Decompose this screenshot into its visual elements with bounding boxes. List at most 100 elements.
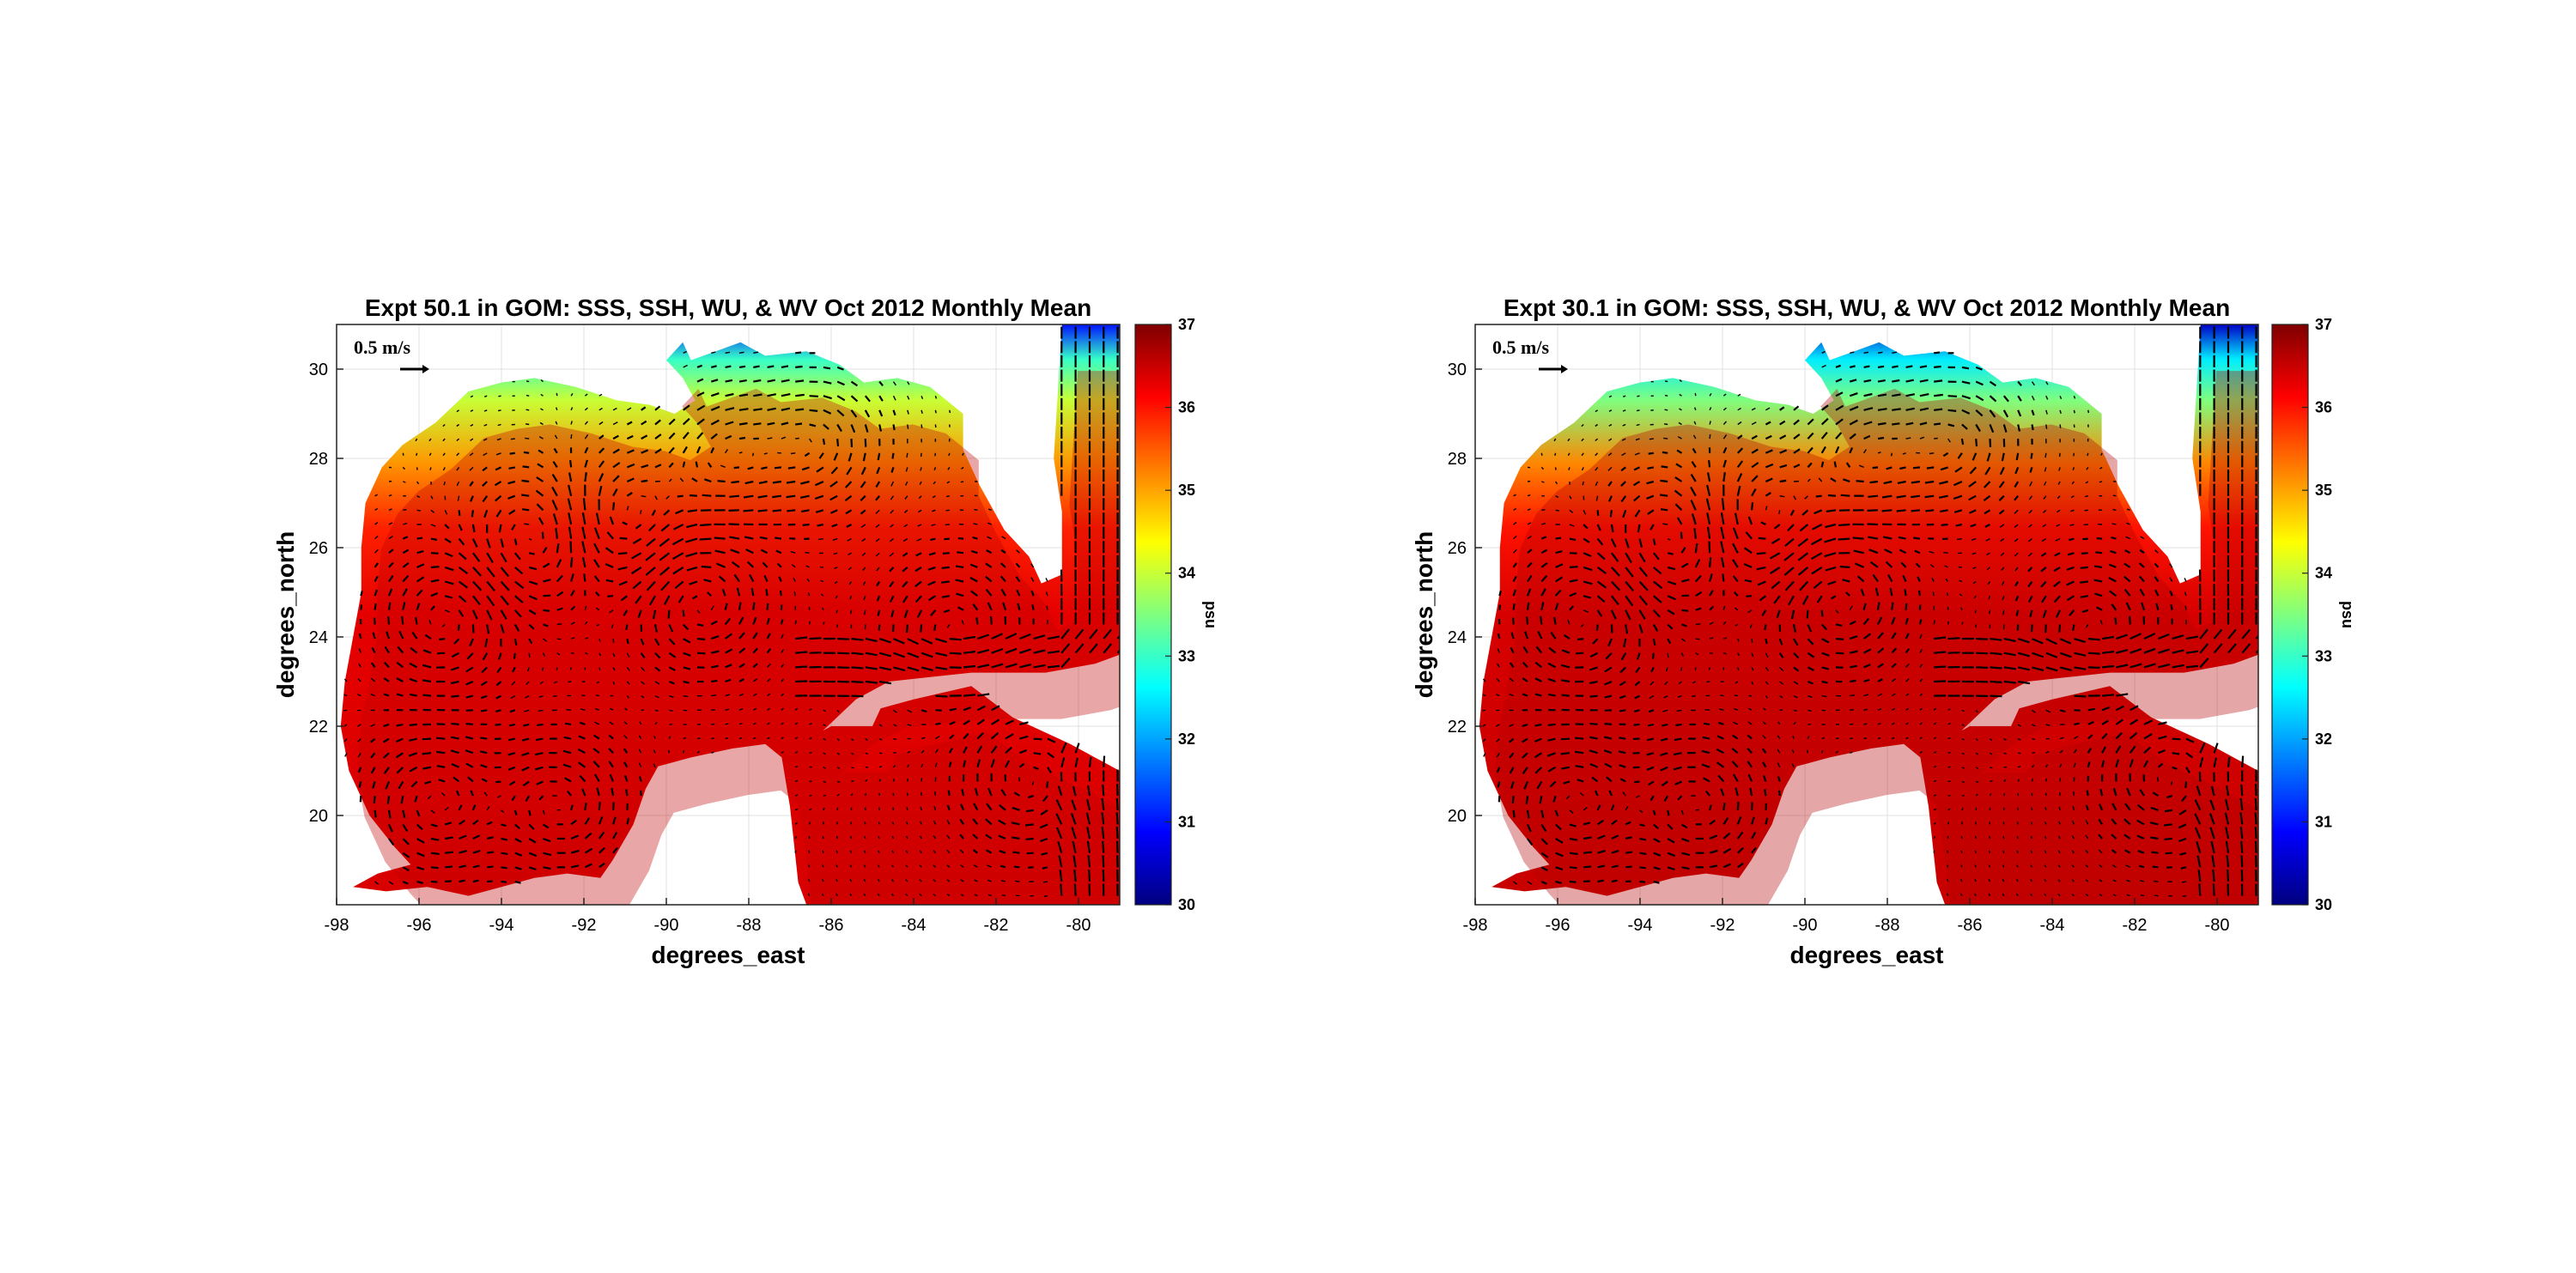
- vector-arrow: [1680, 809, 1684, 815]
- vector-arrow: [683, 638, 691, 644]
- vector-arrow: [1611, 834, 1619, 840]
- vector-arrow: [2140, 894, 2145, 897]
- vector-arrow: [1777, 721, 1781, 725]
- vector-arrow: [1673, 752, 1682, 756]
- vector-arrow: [1751, 802, 1753, 810]
- vector-arrow: [682, 461, 686, 468]
- vector-arrow: [522, 465, 530, 469]
- vector-arrow: [1751, 434, 1758, 440]
- vector-arrow: [781, 365, 789, 368]
- vector-arrow: [767, 437, 773, 439]
- vector-arrow: [1540, 536, 1547, 540]
- vector-arrow: [534, 752, 544, 756]
- vector-arrow: [794, 707, 799, 711]
- vector-arrow: [1072, 785, 1077, 797]
- vector-arrow: [743, 509, 754, 512]
- vector-arrow: [1569, 537, 1577, 541]
- vector-arrow: [878, 652, 891, 658]
- vector-arrow: [1722, 472, 1726, 482]
- vector-arrow: [585, 652, 588, 655]
- vector-arrow: [2087, 666, 2100, 669]
- vector-arrow: [757, 494, 768, 499]
- vector-arrow: [2099, 879, 2103, 882]
- vector-arrow: [396, 767, 404, 774]
- vector-arrow: [1595, 466, 1599, 471]
- vector-arrow: [738, 737, 743, 740]
- vector-arrow: [1929, 452, 1935, 455]
- vector-arrow: [1540, 466, 1544, 470]
- vector-arrow: [1984, 466, 1991, 476]
- vector-arrow: [500, 580, 510, 591]
- vector-arrow: [948, 747, 954, 754]
- vector-arrow: [1988, 878, 1991, 882]
- vector-arrow: [357, 738, 361, 743]
- vector-arrow: [2003, 779, 2007, 782]
- vector-arrow: [1513, 507, 1517, 511]
- vector-arrow: [626, 477, 635, 483]
- vector-arrow: [1919, 664, 1923, 668]
- vector-arrow: [729, 494, 740, 498]
- vector-arrow: [1806, 749, 1809, 754]
- vector-arrow: [837, 652, 850, 655]
- vector-arrow: [2116, 693, 2129, 697]
- vector-arrow: [1622, 509, 1627, 518]
- vector-arrow: [972, 834, 979, 840]
- vector-arrow: [1751, 667, 1754, 671]
- vector-arrow: [439, 638, 446, 641]
- vector-arrow: [1877, 351, 1883, 354]
- vector-arrow: [1652, 623, 1659, 632]
- vector-arrow: [686, 523, 698, 529]
- vector-arrow: [889, 580, 895, 588]
- vector-arrow: [1734, 707, 1739, 711]
- vector-arrow: [2111, 849, 2117, 854]
- vector-arrow: [592, 761, 600, 768]
- vector-arrow: [1695, 623, 1701, 626]
- vector-arrow: [1988, 864, 1991, 868]
- vector-arrow: [1589, 736, 1598, 740]
- vector-arrow: [1012, 851, 1020, 854]
- vector-arrow: [851, 652, 864, 656]
- vector-arrow: [1046, 605, 1048, 610]
- vector-arrow: [1033, 752, 1042, 755]
- vector-arrow: [416, 481, 420, 485]
- vector-arrow: [2196, 840, 2202, 854]
- vector-arrow: [1707, 472, 1711, 482]
- vector-arrow: [570, 804, 574, 811]
- vector-arrow: [1765, 638, 1768, 645]
- vector-arrow: [2114, 617, 2117, 625]
- vector-arrow: [430, 495, 434, 500]
- vector-arrow: [1919, 751, 1923, 754]
- vector-arrow: [677, 494, 683, 498]
- vector-arrow: [1835, 750, 1839, 754]
- vector-arrow: [1653, 852, 1662, 857]
- vector-arrow: [2030, 850, 2033, 854]
- vector-arrow: [744, 536, 754, 540]
- vector-arrow: [933, 864, 936, 868]
- vector-arrow: [1013, 791, 1020, 797]
- vector-arrow: [543, 638, 548, 642]
- vector-arrow: [2071, 820, 2075, 825]
- vector-arrow: [687, 509, 698, 512]
- vector-arrow: [1513, 881, 1518, 885]
- vector-arrow: [1990, 694, 2002, 698]
- vector-arrow: [663, 595, 671, 605]
- vector-arrow: [1005, 746, 1013, 755]
- vector-arrow: [653, 763, 656, 768]
- vector-arrow: [2194, 827, 2202, 840]
- vector-arrow: [428, 619, 432, 625]
- vector-arrow: [753, 737, 756, 740]
- vector-arrow: [1482, 709, 1486, 712]
- vector-arrow: [595, 694, 599, 697]
- vector-arrow: [2044, 807, 2047, 810]
- vector-arrow: [893, 652, 906, 658]
- vector-arrow: [1877, 693, 1882, 697]
- vector-arrow: [696, 391, 705, 397]
- vector-arrow: [2029, 609, 2033, 618]
- vector-arrow: [711, 650, 720, 654]
- vector-arrow: [2002, 409, 2009, 418]
- vector-arrow: [683, 680, 690, 684]
- vector-arrow: [2016, 879, 2019, 882]
- axes-frame: [1474, 324, 2259, 906]
- vector-arrow: [1869, 561, 1879, 568]
- vector-arrow: [402, 823, 409, 833]
